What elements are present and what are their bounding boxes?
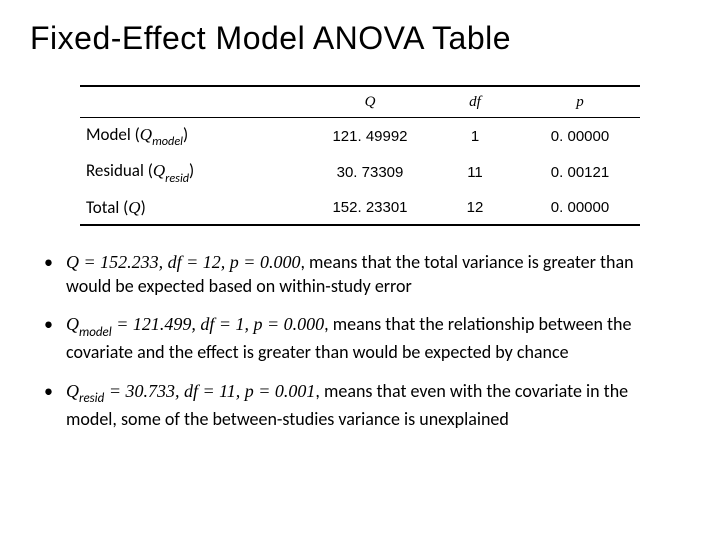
slide: Fixed-Effect Model ANOVA Table Q df p Mo… xyxy=(0,0,720,540)
cell-df: 12 xyxy=(430,191,520,225)
row-label-residual: Residual (Qresid) xyxy=(80,154,310,190)
cell-p: 0. 00000 xyxy=(520,118,640,155)
list-item: Qresid = 30.733, df = 11, p = 0.001, mea… xyxy=(38,379,682,431)
row-label-total: Total (Q) xyxy=(80,191,310,225)
list-item: Qmodel = 121.499, df = 1, p = 0.000, mea… xyxy=(38,312,682,364)
table-row: Model (Qmodel) 121. 49992 1 0. 00000 xyxy=(80,118,640,155)
list-item: Q = 152.233, df = 12, p = 0.000, means t… xyxy=(38,250,682,299)
anova-table-wrap: Q df p Model (Qmodel) 121. 49992 1 0. 00… xyxy=(80,85,640,226)
col-header-blank xyxy=(80,86,310,118)
cell-p: 0. 00000 xyxy=(520,191,640,225)
cell-q: 152. 23301 xyxy=(310,191,430,225)
cell-q: 121. 49992 xyxy=(310,118,430,155)
cell-q: 30. 73309 xyxy=(310,154,430,190)
cell-df: 1 xyxy=(430,118,520,155)
table-row: Residual (Qresid) 30. 73309 11 0. 00121 xyxy=(80,154,640,190)
bullet-list: Q = 152.233, df = 12, p = 0.000, means t… xyxy=(30,250,690,431)
col-header-q: Q xyxy=(310,86,430,118)
col-header-p: p xyxy=(520,86,640,118)
page-title: Fixed-Effect Model ANOVA Table xyxy=(30,20,690,57)
table-row: Total (Q) 152. 23301 12 0. 00000 xyxy=(80,191,640,225)
anova-table: Q df p Model (Qmodel) 121. 49992 1 0. 00… xyxy=(80,85,640,226)
cell-df: 11 xyxy=(430,154,520,190)
col-header-df: df xyxy=(430,86,520,118)
cell-p: 0. 00121 xyxy=(520,154,640,190)
table-header-row: Q df p xyxy=(80,86,640,118)
row-label-model: Model (Qmodel) xyxy=(80,118,310,155)
